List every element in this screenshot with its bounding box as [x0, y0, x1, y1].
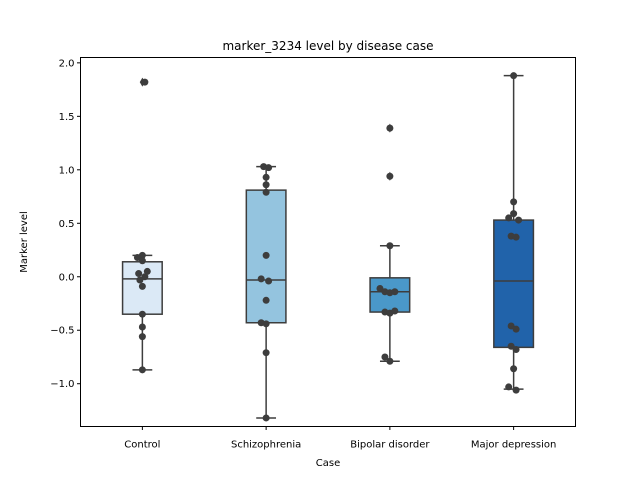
- data-point: [262, 251, 270, 259]
- data-point: [262, 188, 270, 196]
- data-point: [386, 357, 394, 365]
- data-point: [262, 296, 270, 304]
- data-point: [262, 320, 270, 328]
- x-tick-label: Control: [124, 440, 160, 451]
- y-tick-label: −1.0: [50, 379, 74, 390]
- data-point: [138, 333, 146, 341]
- y-tick-label: 1.0: [59, 165, 75, 176]
- data-point: [512, 233, 520, 241]
- data-point: [133, 254, 141, 262]
- data-point: [141, 78, 149, 86]
- data-point: [515, 216, 523, 224]
- x-axis-title: Case: [316, 458, 340, 469]
- data-point: [507, 342, 515, 350]
- x-axis: Control Schizophrenia Bipolar disorder Majo…: [124, 426, 557, 451]
- data-point: [138, 323, 146, 331]
- y-tick-label: 1.5: [59, 112, 75, 123]
- data-point: [262, 349, 270, 357]
- data-point: [376, 285, 384, 293]
- data-point: [262, 414, 270, 422]
- data-point: [391, 307, 399, 315]
- y-axis: −1.0 −0.5 0.0 0.5 1.0 1.5 2.0: [50, 58, 81, 390]
- data-point: [138, 257, 146, 265]
- y-tick-label: 0.5: [59, 219, 75, 230]
- data-point: [138, 282, 146, 290]
- data-point: [391, 288, 399, 296]
- data-point: [510, 72, 518, 80]
- data-point: [265, 164, 273, 172]
- data-point: [138, 310, 146, 318]
- x-tick-label: Bipolar disorder: [350, 440, 430, 451]
- plot-frame: [80, 57, 576, 427]
- data-point: [262, 181, 270, 189]
- data-point: [257, 275, 265, 283]
- y-tick-label: 2.0: [59, 58, 75, 69]
- chart-title: marker_3234 level by disease case: [222, 39, 433, 53]
- y-axis-title: Marker level: [19, 211, 30, 273]
- data-point: [510, 365, 518, 373]
- x-tick-label: Schizophrenia: [231, 440, 301, 451]
- y-tick-label: −0.5: [50, 326, 74, 337]
- data-point: [505, 214, 513, 222]
- data-point: [510, 198, 518, 206]
- data-point: [512, 325, 520, 333]
- data-point: [386, 242, 394, 250]
- data-point: [262, 173, 270, 181]
- data-point: [136, 276, 144, 284]
- plot-area: [80, 57, 576, 427]
- data-point: [512, 345, 520, 353]
- swarm-points: [133, 72, 523, 422]
- data-point: [143, 267, 151, 275]
- data-point: [265, 277, 273, 285]
- data-point: [386, 172, 394, 180]
- data-point: [507, 322, 515, 330]
- data-point: [510, 210, 518, 218]
- data-point: [141, 273, 149, 281]
- data-point: [505, 383, 513, 391]
- data-point: [138, 366, 146, 374]
- data-point: [135, 270, 143, 278]
- data-point: [381, 353, 389, 361]
- y-tick-label: 0.0: [59, 272, 75, 283]
- x-tick-label: Major depression: [471, 440, 557, 451]
- data-point: [512, 386, 520, 394]
- data-point: [386, 124, 394, 132]
